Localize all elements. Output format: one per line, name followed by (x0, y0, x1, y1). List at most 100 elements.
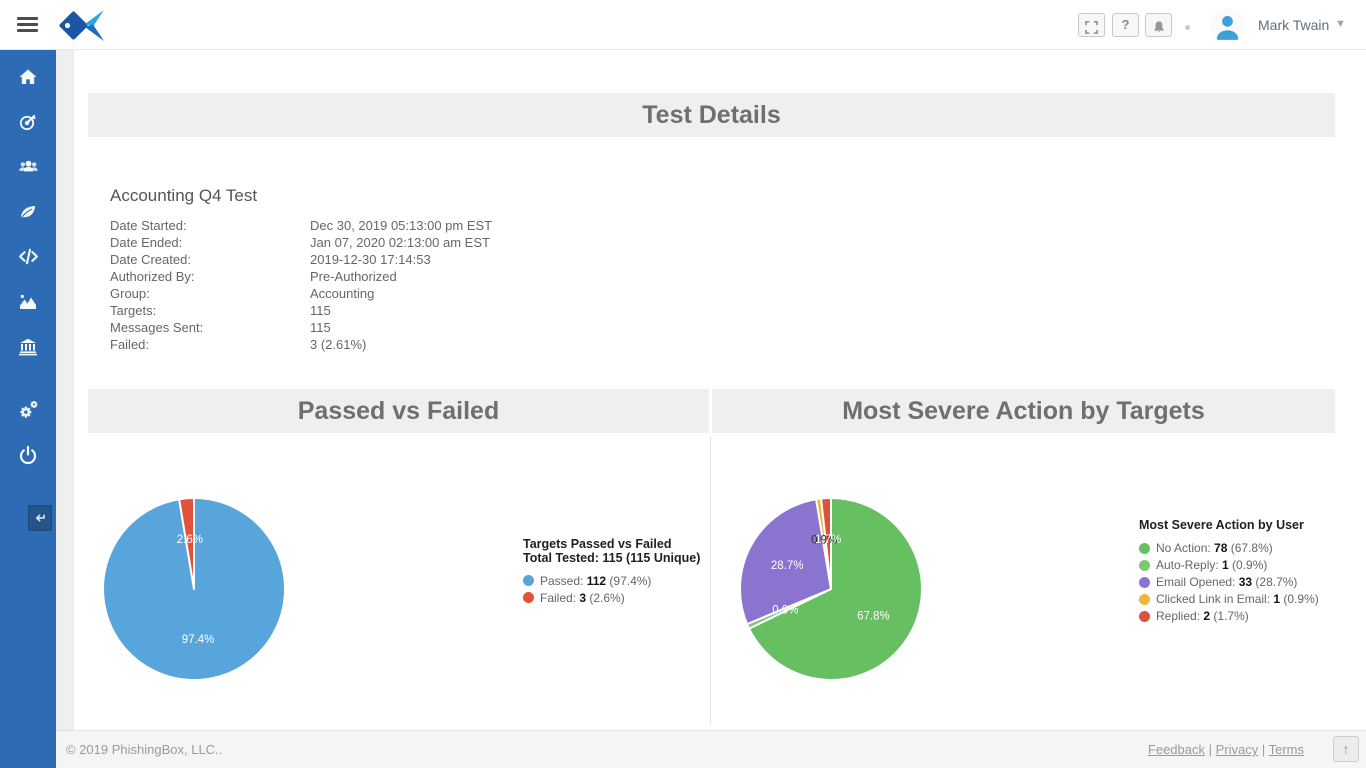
detail-row: Failed: 3 (2.61%) (110, 336, 492, 353)
legend-color-dot (523, 575, 534, 586)
detail-row: Targets: 115 (110, 302, 492, 319)
detail-label: Messages Sent: (110, 320, 204, 335)
avatar[interactable] (1210, 8, 1245, 43)
copyright-text: © 2019 PhishingBox, LLC.. (66, 742, 223, 757)
pie-label: 0.9% (772, 605, 798, 617)
pie-label: 2.6% (177, 534, 203, 546)
user-silhouette-icon (1210, 8, 1245, 43)
legend-items: No Action: 78 (67.8%) Auto-Reply: 1 (0.9%… (1139, 540, 1319, 625)
gears-icon (19, 400, 37, 418)
detail-row: Authorized By: Pre-Authorized (110, 268, 492, 285)
detail-value: 115 (310, 320, 331, 335)
users-icon (18, 160, 38, 172)
detail-row: Date Created: 2019-12-30 17:14:53 (110, 251, 492, 268)
fullscreen-icon (1085, 20, 1098, 34)
pie-slice (178, 497, 195, 590)
footer-link-feedback[interactable]: Feedback (1147, 742, 1205, 757)
fullscreen-button[interactable] (1078, 13, 1105, 37)
collapse-arrow-icon (35, 514, 45, 522)
legend-item: No Action: 78 (67.8%) (1139, 540, 1319, 557)
collapsed-submenu-panel (56, 50, 74, 730)
detail-row: Messages Sent: 115 (110, 319, 492, 336)
sidebar-item-templates[interactable] (0, 189, 56, 234)
sidebar-item-targets[interactable] (0, 144, 56, 189)
detail-label: Group: (110, 286, 150, 301)
pie-slice (748, 497, 923, 681)
area-chart-icon (20, 294, 36, 309)
sidebar-item-logout[interactable] (0, 432, 56, 477)
legend-color-dot (1139, 610, 1150, 622)
sidebar-item-institution[interactable] (0, 324, 56, 369)
sidebar-item-campaigns[interactable] (0, 99, 56, 144)
status-dot (1185, 25, 1190, 30)
detail-row: Date Ended: Jan 07, 2020 02:13:00 am EST (110, 234, 492, 251)
pie-label: 1.7% (815, 534, 841, 546)
detail-label: Date Created: (110, 252, 191, 267)
pie-slice (820, 497, 832, 590)
legend-color-dot (523, 592, 534, 603)
detail-label: Date Ended: (110, 235, 183, 250)
section-header-most-severe-action: Most Severe Action by Targets (712, 389, 1335, 433)
legend-color-dot (1139, 559, 1150, 571)
detail-value: 2019-12-30 17:14:53 (310, 252, 431, 267)
pie-label: 0.9% (811, 534, 837, 546)
sidebar-item-reports[interactable] (0, 279, 56, 324)
passed-vs-failed-pie-chart: 97.4% 2.6% (102, 497, 286, 681)
phishingbox-logo (59, 10, 104, 41)
detail-value: 115 (310, 303, 331, 318)
user-menu[interactable]: Mark Twain (1258, 17, 1330, 33)
chevron-down-icon[interactable]: ▼ (1335, 18, 1346, 30)
scroll-to-top-button[interactable]: ↑ (1333, 736, 1359, 762)
detail-row: Group: Accounting (110, 285, 492, 302)
menu-toggle-icon[interactable] (17, 17, 38, 33)
footer-link-terms[interactable]: Terms (1268, 742, 1304, 757)
footer-link-privacy[interactable]: Privacy (1215, 742, 1259, 757)
pie-label: 97.4% (182, 634, 215, 646)
bank-icon (19, 338, 37, 355)
legend-item: Email Opened: 33 (28.7%) (1139, 574, 1319, 591)
legend-color-dot (1139, 576, 1150, 588)
legend-item: Clicked Link in Email: 1 (0.9%) (1139, 591, 1319, 608)
pie-label: 28.7% (771, 560, 804, 572)
sidebar-item-code[interactable] (0, 234, 56, 279)
power-icon (19, 445, 37, 464)
sidebar-collapse-button[interactable] (28, 505, 52, 531)
most-severe-action-pie-chart: 67.8%0.9%28.7%0.9%1.7% (739, 497, 923, 681)
detail-value: Jan 07, 2020 02:13:00 am EST (310, 235, 490, 250)
detail-label: Failed: (110, 337, 150, 352)
legend-item: Failed: 3 (2.6%) (523, 589, 700, 606)
test-details-list: Date Started: Dec 30, 2019 05:13:00 pm ES… (110, 217, 492, 353)
footer-links: Feedback | Privacy | Terms (1147, 742, 1304, 757)
detail-label: Authorized By: (110, 269, 195, 284)
sidebar-nav (0, 50, 56, 768)
detail-row: Date Started: Dec 30, 2019 05:13:00 pm ES… (110, 217, 492, 234)
sidebar-item-home[interactable] (0, 54, 56, 99)
home-icon (19, 69, 37, 84)
help-icon: ? (1121, 17, 1130, 32)
legend-subtitle: Total Tested: 115 (115 Unique) (523, 550, 701, 565)
detail-value: Dec 30, 2019 05:13:00 pm EST (310, 218, 493, 233)
most-severe-action-legend: Most Severe Action by User No Action: 78 … (1139, 518, 1319, 625)
bell-icon (1153, 21, 1164, 33)
pie-label: 67.8% (857, 611, 890, 623)
legend-color-dot (1139, 542, 1150, 554)
detail-label: Date Started: (110, 218, 187, 233)
test-name: Accounting Q4 Test (110, 186, 258, 205)
detail-label: Targets: (110, 303, 157, 318)
detail-value: Pre-Authorized (310, 269, 397, 284)
code-icon (18, 248, 38, 265)
legend-item: Replied: 2 (1.7%) (1139, 608, 1319, 625)
detail-value: Accounting (310, 286, 375, 301)
legend-color-dot (1139, 593, 1150, 605)
legend-item: Auto-Reply: 1 (0.9%) (1139, 557, 1319, 574)
sidebar-item-settings[interactable] (0, 387, 56, 432)
panel-divider (710, 437, 711, 725)
page-title: Test Details (88, 93, 1335, 137)
help-button[interactable]: ? (1112, 13, 1139, 37)
top-navbar: ? Mark Twain ▼ (0, 0, 1366, 50)
notifications-button[interactable] (1145, 13, 1172, 37)
detail-value: 3 (2.61%) (310, 337, 367, 352)
legend-title: Most Severe Action by User (1139, 518, 1304, 532)
leaf-icon (20, 205, 36, 218)
